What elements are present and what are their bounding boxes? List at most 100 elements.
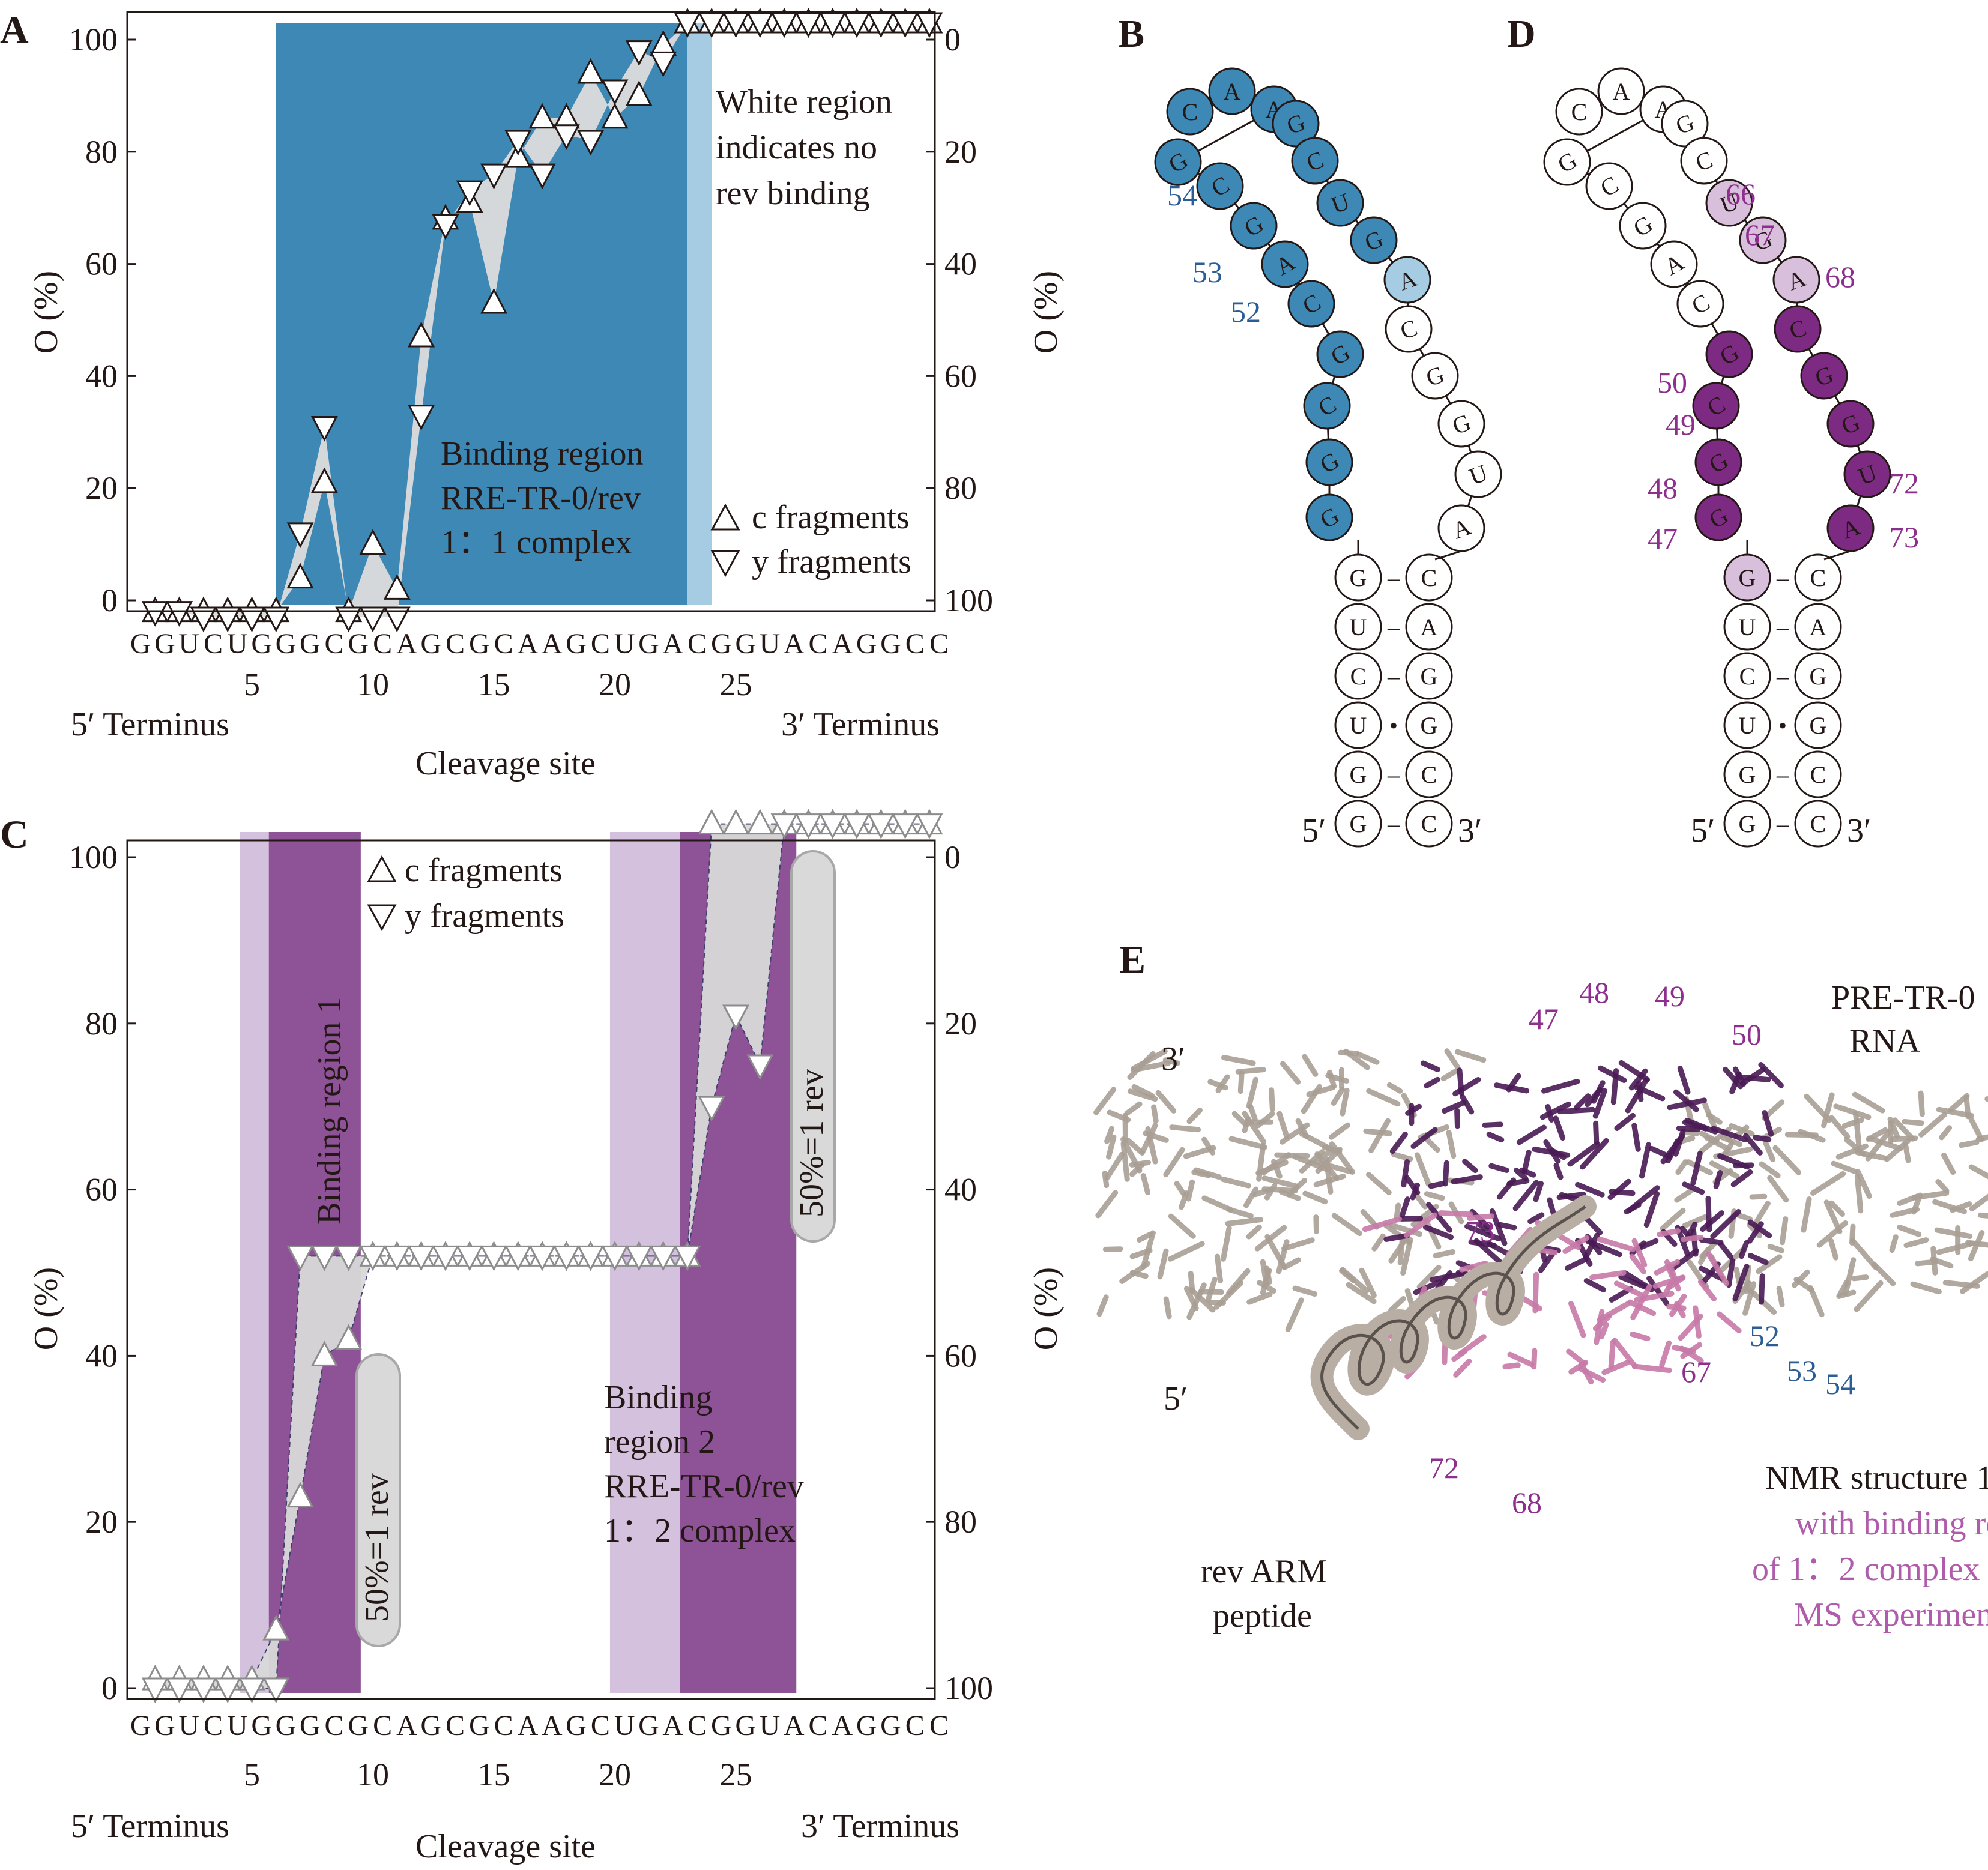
b-nt-12 — [1272, 100, 1320, 148]
a-shaded-regions — [276, 23, 712, 605]
e-stick — [1776, 1286, 1785, 1307]
e-stick — [1340, 1087, 1350, 1117]
e-stick — [1889, 1234, 1899, 1253]
e-stick — [1918, 1090, 1925, 1117]
b-stem-right-2 — [1405, 652, 1453, 700]
e-stick — [1454, 1108, 1460, 1129]
e-stick — [1389, 1132, 1408, 1154]
d-nt-20 — [1843, 450, 1891, 498]
e-stick — [1627, 1299, 1657, 1317]
e-nmr-sub-2: of 1：2 complex from — [1752, 1551, 1988, 1588]
e-stick — [1451, 1174, 1483, 1184]
a-legend-y-label: y fragments — [752, 543, 911, 581]
c-seq-letter: C — [373, 1710, 392, 1742]
e-stick — [1243, 1186, 1259, 1208]
d-stem-link-right — [1823, 550, 1851, 561]
c-seq-letter: G — [711, 1710, 732, 1742]
e-stick — [1553, 1162, 1564, 1180]
b-nt-7 — [1287, 280, 1335, 328]
e-stick — [1659, 1340, 1672, 1368]
a-seq-letter: G — [130, 628, 151, 660]
e-stick — [1442, 1100, 1467, 1114]
b-stem-left-3 — [1334, 701, 1382, 749]
e-stick — [1968, 1230, 1985, 1262]
e-stick — [1730, 1169, 1753, 1187]
d-label-73: 73 — [1889, 520, 1919, 554]
e-stick — [1612, 1338, 1638, 1369]
a-y-right-label: O (%) — [1027, 271, 1065, 354]
e-stick — [1674, 1188, 1694, 1203]
a-seq-letter: G — [300, 628, 321, 660]
c-y-point-32 — [892, 813, 919, 839]
e-stick — [1512, 1180, 1539, 1211]
c-legend: c fragments y fragments — [367, 852, 564, 935]
a-y-point-18 — [552, 124, 580, 151]
e-stick — [1930, 1256, 1954, 1269]
d-stem-right-label-3: G — [1810, 712, 1827, 739]
e-stick — [1682, 1181, 1705, 1195]
e-stick — [1292, 1285, 1318, 1297]
e-stick — [1699, 1237, 1724, 1246]
e-stick — [1884, 1138, 1911, 1162]
e-stick — [1675, 1159, 1688, 1175]
b-nt-18 — [1411, 352, 1459, 400]
e-stick — [1969, 1193, 1988, 1211]
b-stem-right-label-3: G — [1421, 712, 1438, 739]
c-seq-letter: A — [832, 1710, 853, 1742]
b-number-labels: 54 53 52 — [1167, 178, 1261, 328]
e-stick — [1096, 1294, 1109, 1317]
d-pair-mark-4: – — [1776, 761, 1789, 788]
e-stick — [1729, 1071, 1742, 1094]
d-nt-label-1: A — [1613, 78, 1630, 105]
e-stick — [1104, 1126, 1115, 1144]
c-ytick-label-right: 100 — [944, 1670, 993, 1706]
a-ytick-label-right: 100 — [944, 582, 993, 618]
c-y-point-3 — [190, 1677, 217, 1704]
a-y-point-31 — [867, 12, 895, 38]
e-stick — [1185, 1179, 1195, 1202]
e-stick — [1749, 1193, 1768, 1200]
e-stick — [1833, 1103, 1872, 1120]
e-stick — [1269, 1087, 1275, 1112]
a-white-note-line-1: White region — [716, 83, 892, 121]
e-stick — [1843, 1257, 1857, 1297]
d-label-72: 72 — [1889, 466, 1919, 500]
c-seq-letter: A — [784, 1710, 805, 1742]
a-seq-letter: G — [154, 628, 175, 660]
e-stick — [1808, 1285, 1825, 1318]
e-stick — [1756, 1254, 1783, 1274]
e-stick — [1458, 1334, 1487, 1357]
c-y-point-21 — [625, 1245, 653, 1271]
e-stick — [1903, 1237, 1929, 1248]
e-stick — [1205, 1276, 1218, 1303]
b-label-52: 52 — [1231, 295, 1261, 328]
e-stick — [1416, 1264, 1442, 1290]
e-stick — [1762, 1110, 1774, 1137]
b-nt-17 — [1385, 305, 1433, 353]
e-stick — [1226, 1207, 1254, 1219]
e-stick — [1486, 1132, 1505, 1143]
e-stick — [1630, 1331, 1651, 1342]
e-num-54: 54 — [1825, 1367, 1855, 1401]
e-stick — [1359, 1267, 1377, 1298]
b-stem-right-1 — [1405, 603, 1453, 651]
e-stick — [1763, 1140, 1776, 1163]
d-nt-8 — [1705, 330, 1753, 378]
e-stick — [1362, 1216, 1403, 1232]
e-stick — [1254, 1225, 1287, 1252]
e-stick — [1120, 1136, 1143, 1174]
a-x-label: Cleavage site — [415, 745, 596, 782]
a-data-points — [141, 7, 943, 633]
d-label-49: 49 — [1666, 408, 1696, 441]
d-stem-right-5 — [1794, 800, 1842, 848]
e-stick — [1261, 1175, 1299, 1189]
c-c-point-25 — [722, 809, 749, 835]
a-y-point-12 — [408, 405, 435, 431]
b-nt-0 — [1166, 88, 1214, 136]
e-stick — [1386, 1082, 1403, 1094]
d-pair-mark-2: – — [1776, 663, 1789, 690]
c-seq-letter: G — [880, 1710, 901, 1742]
e-stick — [1592, 1314, 1612, 1332]
e-stick — [1700, 1210, 1725, 1232]
